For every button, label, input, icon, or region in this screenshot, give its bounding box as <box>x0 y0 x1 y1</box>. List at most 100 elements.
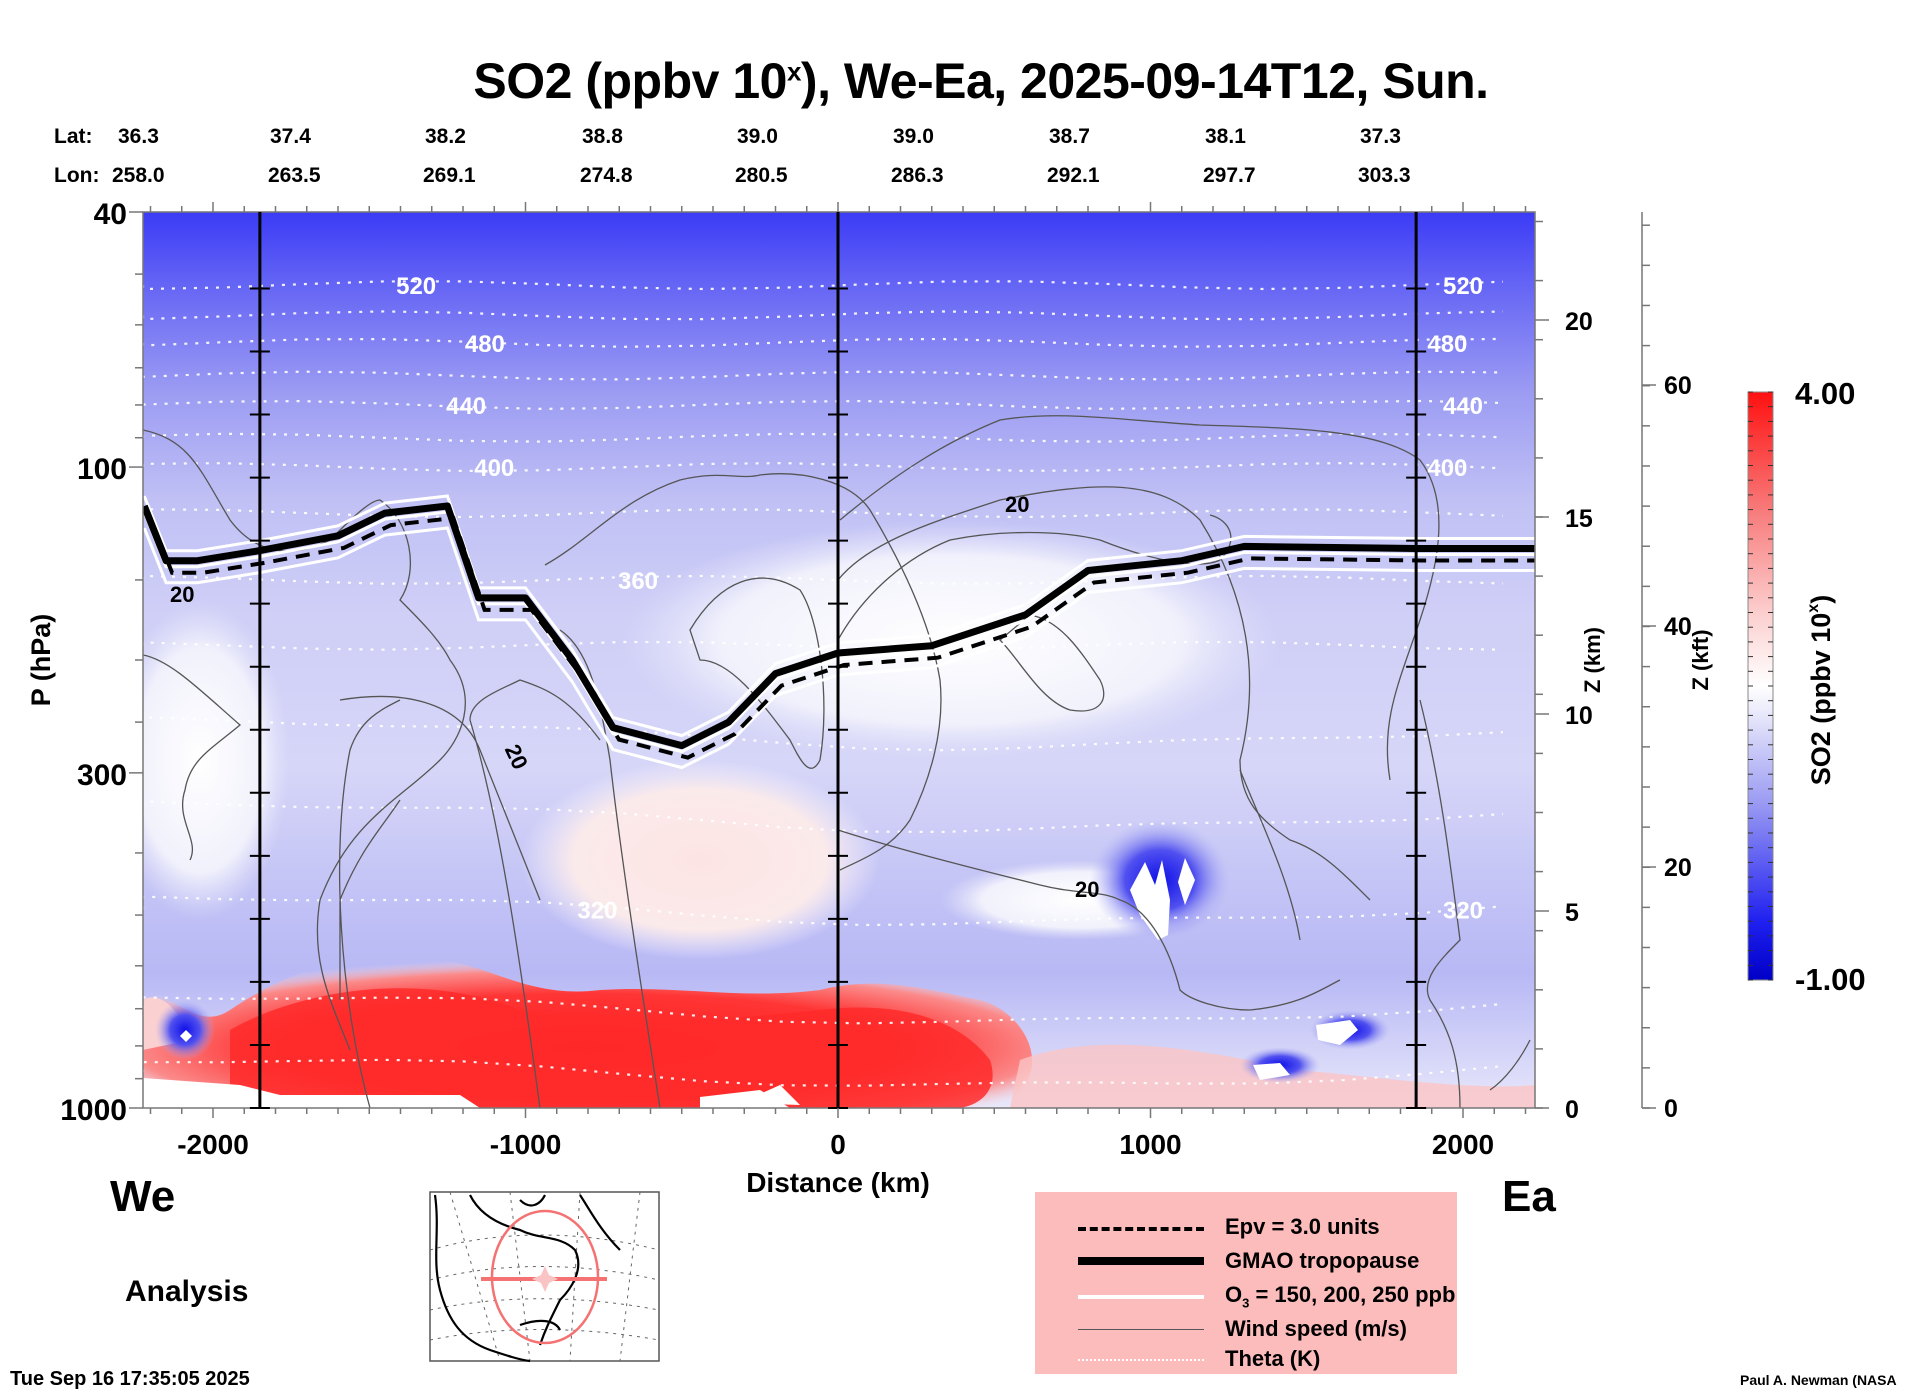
z-km-tick-label: 15 <box>1565 505 1593 533</box>
wind-contour <box>837 486 1371 901</box>
x-tick-label: -2000 <box>177 1129 249 1160</box>
theta-label: 400 <box>474 455 514 482</box>
theta-label: 360 <box>618 568 658 595</box>
z-km-axis-title: Z (km) <box>1580 627 1605 693</box>
field-white-region-west <box>143 600 290 920</box>
z-km-tick-label: 0 <box>1565 1096 1579 1124</box>
west-label: We <box>110 1172 176 1221</box>
z-kft-tick-label: 40 <box>1664 613 1692 641</box>
theta-contour <box>143 280 1504 291</box>
lat-label: Lat: <box>54 125 93 148</box>
legend-item-theta: Theta (K) <box>1035 1342 1457 1376</box>
y-tick-label: 300 <box>77 759 127 792</box>
wind-contour <box>143 654 242 861</box>
z-kft-axis: 0 20 40 60 <box>1641 212 1692 1123</box>
axes: -2000 -1000 0 1000 2000 40 100 300 1000 0 5 10 15 20 <box>60 198 1593 1160</box>
terrain-mid2 <box>740 1085 800 1105</box>
wind-contour <box>338 699 401 1108</box>
ozone-contour <box>143 526 1535 770</box>
z-km-tick-label: 5 <box>1565 899 1579 927</box>
lon-value: 263.5 <box>268 164 321 187</box>
lon-value: 292.1 <box>1047 164 1100 187</box>
legend-label: O3 = 150, 200, 250 ppb <box>1225 1282 1456 1311</box>
y-tick-label: 40 <box>94 198 127 231</box>
credit: Paul A. Newman (NASA <box>1740 1372 1897 1388</box>
lat-value: 37.3 <box>1360 125 1401 148</box>
x-tick-label: 0 <box>830 1129 846 1160</box>
z-km-tick-label: 10 <box>1565 702 1593 730</box>
legend-sample-heavy <box>1078 1257 1204 1265</box>
field-white-cutout <box>1130 860 1170 940</box>
theta-contour <box>143 1058 1504 1087</box>
field-white-cutout2 <box>1178 858 1195 905</box>
ozone-contour <box>143 510 1535 754</box>
field-pink-region <box>520 760 880 960</box>
theta-contour <box>143 800 1504 834</box>
wind-contour <box>559 629 661 1108</box>
wind-contour <box>999 614 1105 712</box>
z-kft-tick-label: 0 <box>1664 1095 1678 1123</box>
theta-contour <box>143 715 1504 752</box>
lat-value: 38.2 <box>425 125 466 148</box>
colorbar-max-label: 4.00 <box>1795 376 1855 411</box>
wind-contour <box>469 679 601 1108</box>
colorbar-title-close: ) <box>1806 595 1836 604</box>
lon-label: Lon: <box>54 164 100 187</box>
theta-contour <box>143 461 1504 473</box>
y-axis-title: P (hPa) <box>26 614 56 707</box>
lat-value: 38.7 <box>1049 125 1090 148</box>
chart-title: SO2 (ppbv 10x), We-Ea, 2025-09-14T12, Su… <box>473 53 1489 109</box>
theta-label: 440 <box>446 393 486 420</box>
locator-map <box>429 1191 660 1363</box>
theta-contour <box>143 399 1504 410</box>
lat-value: 36.3 <box>118 125 159 148</box>
epv-contour <box>148 515 1535 760</box>
theta-contour <box>143 508 1504 519</box>
svg-text:SO2 (ppbv 10x): SO2 (ppbv 10x) <box>1805 595 1836 785</box>
ozone-contour <box>143 494 1535 738</box>
field-red-core <box>230 988 993 1108</box>
z-kft-tick-label: 60 <box>1664 372 1692 400</box>
lon-value: 286.3 <box>891 164 944 187</box>
legend-sample-thin <box>1078 1329 1204 1330</box>
terrain-west <box>143 1078 480 1108</box>
legend: Epv = 3.0 units GMAO tropopause O3 = 150… <box>1035 1192 1457 1374</box>
lon-value: 297.7 <box>1203 164 1256 187</box>
gmao-tropopause <box>143 502 1535 750</box>
wind-contour-label: 20 <box>1005 492 1029 517</box>
lat-value: 37.4 <box>270 125 311 148</box>
analysis-label: Analysis <box>125 1275 249 1308</box>
lon-value: 258.0 <box>112 164 165 187</box>
theta-label: 520 <box>396 273 436 300</box>
colorbar-min-label: -1.00 <box>1795 962 1866 997</box>
x-tick-label: -1000 <box>490 1129 562 1160</box>
colorbar-title: SO2 (ppbv 10x) <box>1805 595 1836 785</box>
theta-contour <box>143 895 1504 927</box>
timestamp: Tue Sep 16 17:35:05 2025 <box>10 1368 250 1390</box>
theta-contour <box>143 310 1504 321</box>
y-tick-label: 100 <box>77 453 127 486</box>
legend-label: Wind speed (m/s) <box>1225 1316 1407 1341</box>
x-tick-label: 1000 <box>1119 1129 1181 1160</box>
theta-label: 400 <box>1427 455 1467 482</box>
y-tick-label: 1000 <box>60 1094 127 1127</box>
theta-contour <box>143 432 1504 443</box>
legend-sample-dotted <box>1078 1359 1204 1361</box>
legend-sample-dashed <box>1078 1227 1204 1231</box>
theta-label: 440 <box>1443 393 1483 420</box>
lat-value: 39.0 <box>737 125 778 148</box>
theta-label: 520 <box>1443 273 1483 300</box>
wind-contour <box>544 473 942 871</box>
ozone-contours <box>143 494 1535 770</box>
theta-contour <box>143 640 1504 651</box>
x-axis-title: Distance (km) <box>746 1167 930 1198</box>
lon-value: 280.5 <box>735 164 788 187</box>
lat-value: 38.1 <box>1205 125 1246 148</box>
theta-label: 480 <box>465 331 505 358</box>
field-white-cutout3 <box>1316 1020 1358 1045</box>
epv-contours <box>148 515 1535 760</box>
legend-item-tropopause: GMAO tropopause <box>1035 1244 1457 1278</box>
map-graticule <box>429 1191 660 1362</box>
vertical-markers <box>249 212 1427 1109</box>
